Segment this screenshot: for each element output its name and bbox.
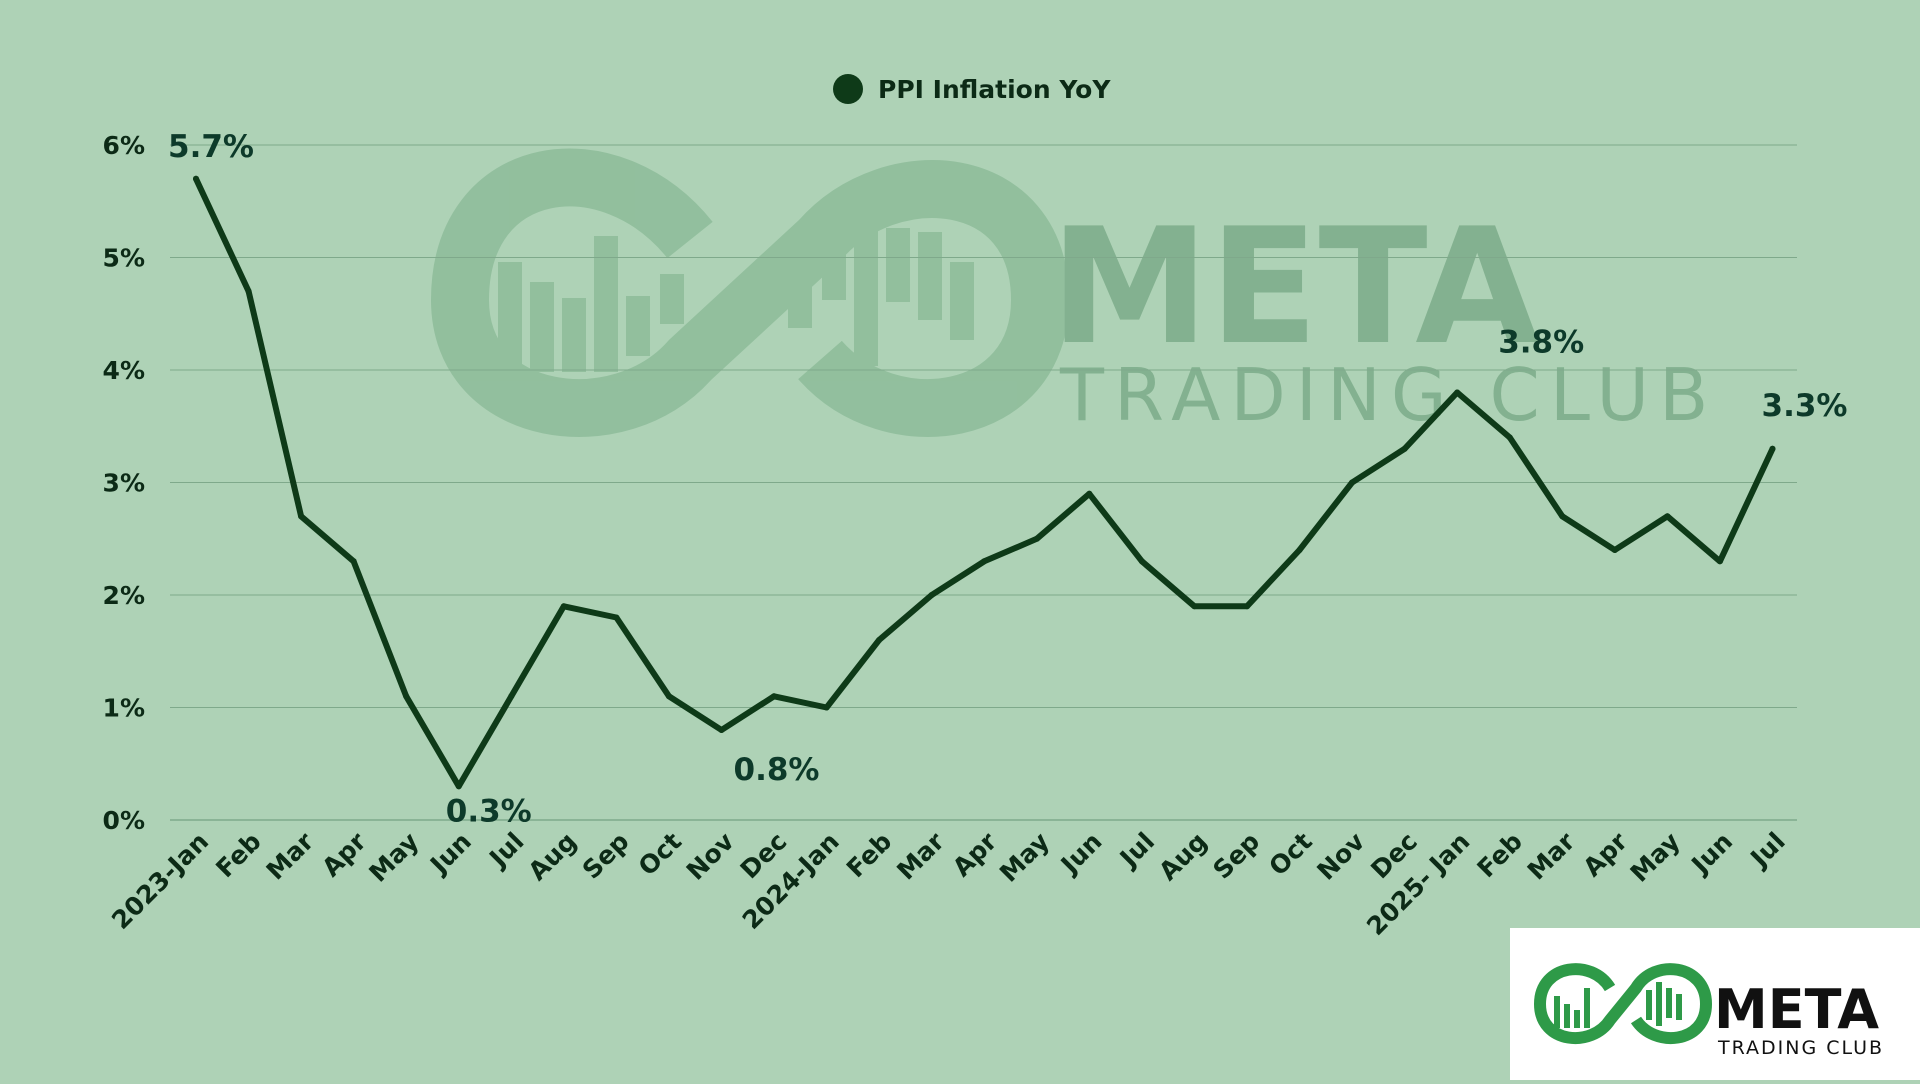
x-tick-label: Jun xyxy=(1054,827,1108,881)
y-tick-label: 5% xyxy=(103,244,145,273)
data-point xyxy=(718,727,725,733)
x-tick-label: Sep xyxy=(577,827,635,885)
watermark-tagline: TRADING CLUB xyxy=(1059,353,1718,437)
data-point xyxy=(1559,513,1566,520)
data-point xyxy=(613,614,620,621)
data-labels: 5.7% 0.3% 0.8% 3.8% 3.3% xyxy=(168,129,1847,830)
data-point xyxy=(876,637,883,643)
data-point xyxy=(193,175,199,182)
watermark-bars-icon xyxy=(498,228,974,372)
gridlines xyxy=(170,144,1797,821)
x-tick-label: Apr xyxy=(1578,826,1634,882)
logo-bars-icon xyxy=(1554,982,1682,1028)
data-point xyxy=(245,288,252,295)
data-label: 0.8% xyxy=(734,752,820,788)
legend: PPI Inflation YoY xyxy=(833,74,1111,104)
x-tick-label: Mar xyxy=(1522,826,1581,885)
logo-infinity-icon xyxy=(1533,963,1713,1045)
x-tick-label: Feb xyxy=(210,827,267,884)
data-point xyxy=(1296,547,1303,553)
x-tick-label: Feb xyxy=(841,827,898,884)
y-tick-label: 4% xyxy=(103,356,145,385)
data-point xyxy=(928,592,935,598)
data-label: 0.3% xyxy=(446,793,532,829)
y-tick-label: 1% xyxy=(103,694,145,723)
x-tick-label: Apr xyxy=(947,826,1003,882)
x-tick-label: 2023-Jan xyxy=(106,827,214,935)
y-tick-label: 0% xyxy=(103,806,145,835)
x-tick-label: May xyxy=(994,827,1055,888)
data-point xyxy=(1611,547,1618,553)
y-tick-label: 2% xyxy=(103,581,145,610)
data-point xyxy=(350,558,357,565)
data-point xyxy=(1138,558,1145,565)
logo-brand: META xyxy=(1714,978,1879,1041)
data-point xyxy=(1664,513,1671,520)
data-point xyxy=(1401,445,1408,452)
logo-tagline: TRADING CLUB xyxy=(1717,1037,1884,1059)
data-label: 5.7% xyxy=(168,129,254,165)
data-point xyxy=(560,603,567,610)
x-tick-label: Mar xyxy=(891,826,950,885)
x-tick-label: Jun xyxy=(1685,827,1739,881)
data-point xyxy=(1769,445,1776,452)
x-tick-label: Apr xyxy=(316,826,372,882)
legend-marker xyxy=(833,74,863,104)
logo-badge: META TRADING CLUB xyxy=(1510,928,1920,1080)
x-tick-label: Jun xyxy=(423,827,477,881)
x-tick-label: Mar xyxy=(261,826,320,885)
y-tick-label: 6% xyxy=(103,131,145,160)
data-point xyxy=(455,783,462,790)
data-point xyxy=(1086,490,1093,497)
watermark-brand: META xyxy=(1050,193,1539,380)
x-tick-label: Sep xyxy=(1207,827,1265,885)
x-tick-label: Aug xyxy=(523,827,582,886)
y-axis: 0% 1% 2% 3% 4% 5% 6% xyxy=(103,131,145,835)
data-point xyxy=(1033,535,1040,542)
data-point xyxy=(1244,603,1250,610)
data-point xyxy=(403,693,410,700)
data-point xyxy=(981,558,988,565)
x-tick-label: May xyxy=(363,827,424,888)
data-point xyxy=(1716,558,1723,565)
x-tick-label: Oct xyxy=(633,827,687,881)
x-tick-label: Jul xyxy=(1744,827,1791,874)
x-tick-label: Nov xyxy=(681,827,740,886)
data-point xyxy=(665,693,672,700)
x-tick-label: Oct xyxy=(1263,827,1317,881)
data-point xyxy=(1454,389,1461,396)
x-tick-label: May xyxy=(1625,827,1686,888)
data-point xyxy=(1506,434,1513,441)
data-point xyxy=(823,704,830,711)
x-tick-label: Aug xyxy=(1153,827,1212,886)
data-point xyxy=(1191,603,1198,610)
y-tick-label: 3% xyxy=(103,469,145,498)
data-point xyxy=(298,513,305,520)
data-point xyxy=(771,693,778,700)
data-point xyxy=(508,693,515,700)
watermark: META TRADING CLUB xyxy=(430,148,1718,437)
x-tick-label: Nov xyxy=(1311,827,1370,886)
legend-label: PPI Inflation YoY xyxy=(878,75,1111,104)
data-label: 3.3% xyxy=(1762,388,1848,424)
x-tick-label: Feb xyxy=(1471,827,1528,884)
data-point xyxy=(1349,479,1356,486)
series-lines xyxy=(193,175,1776,790)
data-label: 3.8% xyxy=(1498,325,1584,361)
logo-mark: META TRADING CLUB xyxy=(1533,963,1884,1059)
watermark-infinity-icon xyxy=(430,148,1070,437)
